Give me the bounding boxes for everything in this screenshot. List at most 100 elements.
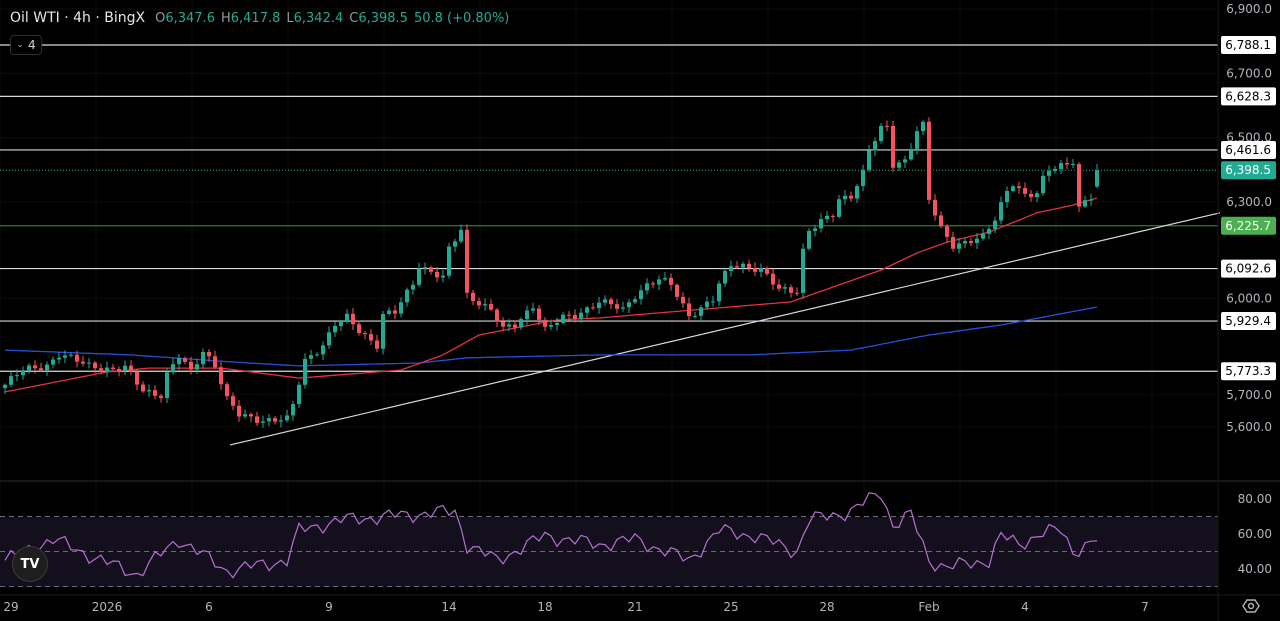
candle xyxy=(255,411,259,426)
indicators-toggle-button[interactable]: ⌄ 4 xyxy=(10,35,42,55)
candle-body xyxy=(285,415,289,421)
candle-body xyxy=(519,319,523,328)
candle-body xyxy=(1011,186,1015,191)
candle-body xyxy=(315,354,319,356)
candle-body xyxy=(669,277,673,285)
candle-body xyxy=(663,277,667,280)
last-price-tag-text: 6,398.5 xyxy=(1225,163,1271,177)
candle xyxy=(1071,159,1075,168)
candle xyxy=(1035,190,1039,203)
candle xyxy=(213,350,217,369)
candle-body xyxy=(543,319,547,327)
candle-body xyxy=(855,185,859,199)
symbol-title[interactable]: Oil WTI · 4h · BingX xyxy=(10,10,146,26)
low-label: L xyxy=(286,11,294,26)
settings-gear-icon[interactable] xyxy=(1242,597,1260,615)
level-price-tag: 5,929.4 xyxy=(1221,312,1276,331)
candle xyxy=(855,184,859,204)
candle xyxy=(693,312,697,319)
candle-body xyxy=(723,270,727,284)
candle xyxy=(153,385,157,400)
candle xyxy=(357,320,361,336)
candle-body xyxy=(525,310,529,320)
candle-body xyxy=(687,303,691,317)
candle xyxy=(189,356,193,375)
level-price-tag-bg xyxy=(1221,362,1276,381)
horizontal-levels[interactable] xyxy=(0,44,1221,446)
candle-body xyxy=(261,421,265,423)
candle xyxy=(603,295,607,306)
candle-body xyxy=(1095,170,1099,187)
candle-body xyxy=(369,334,373,341)
trendline[interactable] xyxy=(229,212,1221,446)
candle-body xyxy=(813,228,817,231)
ma-slow-line xyxy=(4,306,1098,367)
candle-body xyxy=(123,365,127,371)
rsi-tick-label: 60.00 xyxy=(1238,527,1272,541)
candle-body xyxy=(213,356,217,368)
candle xyxy=(81,355,85,367)
grid xyxy=(0,0,1218,595)
candle xyxy=(453,238,457,253)
candle xyxy=(87,358,91,369)
candle-body xyxy=(339,321,343,327)
time-tick-label: 9 xyxy=(325,600,333,614)
candle xyxy=(99,363,103,375)
candle-body xyxy=(477,301,481,306)
candle xyxy=(93,361,97,374)
last-price-tag-bg xyxy=(1221,161,1276,180)
candle xyxy=(183,356,187,365)
candle xyxy=(939,211,943,229)
candle-body xyxy=(75,354,79,362)
candle xyxy=(279,415,283,428)
candle-body xyxy=(69,354,73,356)
legend-header: Oil WTI · 4h · BingX O6,347.6 H6,417.8 L… xyxy=(10,10,509,26)
candle-body xyxy=(129,365,133,372)
candle-body xyxy=(1089,199,1093,201)
high-value: 6,417.8 xyxy=(230,11,281,26)
candle-body xyxy=(939,215,943,227)
candle-body xyxy=(825,215,829,220)
tradingview-logo[interactable]: TV xyxy=(12,546,48,582)
candle xyxy=(561,312,565,325)
rsi-axis[interactable]: 80.00 60.00 40.00 xyxy=(1238,492,1272,576)
candle xyxy=(225,381,229,400)
candle-body xyxy=(1041,175,1045,194)
candle-body xyxy=(99,368,103,372)
candle xyxy=(27,363,31,374)
candle xyxy=(669,273,673,291)
candle-body xyxy=(441,275,445,278)
candle xyxy=(237,400,241,422)
candle xyxy=(477,297,481,310)
candle-body xyxy=(27,365,31,371)
candle xyxy=(165,368,169,404)
candle-body xyxy=(243,414,247,417)
candle-body xyxy=(81,361,85,364)
candle-body xyxy=(801,248,805,293)
rsi-line-path xyxy=(4,492,1098,579)
candle-body xyxy=(921,121,925,132)
open-value: 6,347.6 xyxy=(165,11,215,26)
candle xyxy=(75,350,79,368)
candle-body xyxy=(351,313,355,325)
level-price-tag-bg xyxy=(1221,259,1276,278)
time-tick-label: 28 xyxy=(819,600,834,614)
candle xyxy=(111,363,115,371)
candle-body xyxy=(981,233,985,239)
candle xyxy=(171,358,175,375)
candle-body xyxy=(729,266,733,271)
candle xyxy=(123,360,127,376)
candle-body xyxy=(555,322,559,325)
candle xyxy=(591,302,595,311)
candle xyxy=(177,353,181,370)
candle xyxy=(801,243,805,299)
candle xyxy=(615,299,619,314)
time-tick-label: 18 xyxy=(537,600,552,614)
candle xyxy=(63,350,67,364)
candle xyxy=(999,196,1003,225)
candle xyxy=(1023,182,1027,198)
candle xyxy=(717,280,721,306)
rsi-tick-label: 40.00 xyxy=(1238,562,1272,576)
time-axis[interactable]: 29 2026 6 9 14 18 21 25 28 Feb 4 7 xyxy=(3,600,1148,614)
